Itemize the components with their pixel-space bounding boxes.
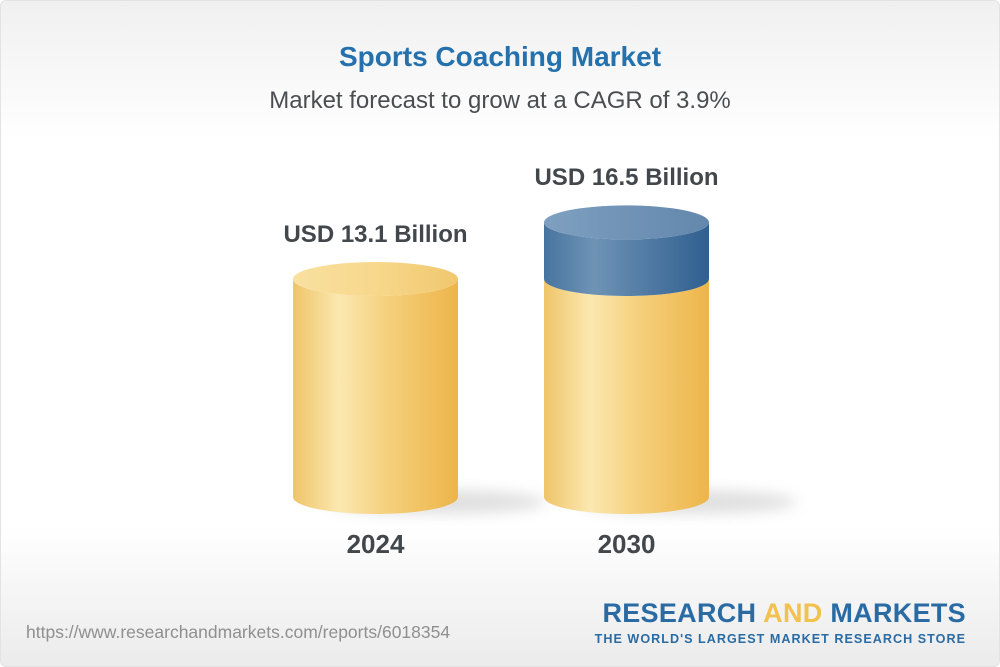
cylinder-2030-top <box>544 205 709 240</box>
value-label-2030: USD 16.5 Billion <box>534 164 719 192</box>
cylinder-2030-base-segment <box>544 279 709 514</box>
logo-wordmark: RESEARCH AND MARKETS <box>595 600 966 627</box>
year-label-2024: 2024 <box>346 529 405 559</box>
page-title: Sports Coaching Market <box>338 41 662 72</box>
brand-logo: RESEARCH AND MARKETS THE WORLD'S LARGEST… <box>594 600 966 647</box>
logo-markets: MARKETS <box>830 598 966 628</box>
logo-and: AND <box>763 598 823 628</box>
cylinder-2030-growth-segment <box>544 222 709 296</box>
value-label-2024: USD 13.1 Billion <box>283 221 468 248</box>
report-url: https://www.researchandmarkets.com/repor… <box>26 622 451 642</box>
year-label-2030: 2030 <box>597 529 656 559</box>
cylinder-2024-body <box>293 279 458 514</box>
page-subtitle: Market forecast to grow at a CAGR of 3.9… <box>269 87 731 114</box>
logo-tagline: THE WORLD'S LARGEST MARKET RESEARCH STOR… <box>594 632 966 646</box>
cylinder-2024-top <box>293 262 458 296</box>
logo-research: RESEARCH <box>602 598 757 628</box>
cylinder-bars <box>293 205 797 514</box>
